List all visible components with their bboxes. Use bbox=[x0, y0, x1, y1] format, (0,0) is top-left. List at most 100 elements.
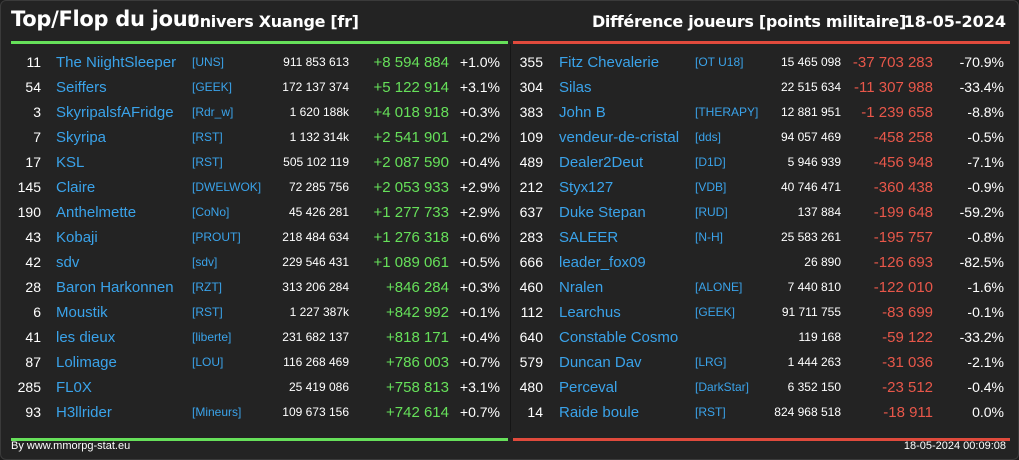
player-name-link[interactable]: Constable Cosmo bbox=[559, 329, 679, 346]
player-name-link[interactable]: KSL bbox=[56, 154, 85, 171]
points-difference: -458 258 bbox=[873, 129, 933, 146]
alliance-tag-link[interactable]: [RZT] bbox=[192, 280, 222, 294]
points-difference: +846 284 bbox=[386, 279, 449, 296]
percent-change: +0.6% bbox=[459, 229, 500, 245]
points-difference: -18 911 bbox=[883, 404, 933, 421]
alliance-tag-link[interactable]: [liberte] bbox=[192, 330, 232, 344]
percent-change: -82.5% bbox=[959, 254, 1004, 270]
percent-change: -33.2% bbox=[959, 329, 1004, 345]
points-difference: +5 122 914 bbox=[373, 79, 450, 96]
player-name-link[interactable]: H3llrider bbox=[56, 404, 112, 421]
alliance-tag-link[interactable]: [CoNo] bbox=[192, 205, 230, 219]
player-points: 313 206 284 bbox=[282, 280, 349, 294]
player-name-link[interactable]: Seiffers bbox=[56, 79, 107, 96]
player-name-link[interactable]: Duncan Dav bbox=[559, 354, 642, 371]
alliance-tag-link[interactable]: [PROUT] bbox=[192, 230, 241, 244]
alliance-tag-link[interactable]: [Mineurs] bbox=[192, 405, 242, 419]
player-name-link[interactable]: vendeur-de-cristal bbox=[559, 129, 680, 146]
player-name-link[interactable]: Learchus bbox=[559, 304, 621, 321]
alliance-tag-link[interactable]: [UNS] bbox=[192, 55, 225, 69]
player-points: 1 444 263 bbox=[787, 355, 841, 369]
player-name-link[interactable]: Claire bbox=[56, 179, 96, 196]
points-difference: -31 036 bbox=[882, 354, 933, 371]
alliance-tag-link[interactable]: [Rdr_w] bbox=[192, 105, 234, 119]
player-rank: 640 bbox=[519, 329, 543, 345]
player-rank: 87 bbox=[25, 354, 41, 370]
player-points: 25 583 261 bbox=[780, 230, 841, 244]
player-name-link[interactable]: Silas bbox=[559, 79, 592, 96]
player-rank: 285 bbox=[17, 379, 41, 395]
player-name-link[interactable]: sdv bbox=[56, 254, 80, 271]
player-name-link[interactable]: Anthelmette bbox=[56, 204, 137, 221]
player-name-link[interactable]: Duke Stepan bbox=[559, 204, 646, 221]
player-rank: 637 bbox=[519, 204, 543, 220]
alliance-tag-link[interactable]: [GEEK] bbox=[192, 80, 233, 94]
alliance-tag-link[interactable]: [RST] bbox=[192, 305, 223, 319]
player-row: 637 Duke Stepan [RUD] 137 884 -199 648 -59.2% bbox=[513, 200, 1010, 225]
player-name-link[interactable]: SkyripalsfAFridge bbox=[56, 104, 174, 121]
player-name-link[interactable]: Fitz Chevalerie bbox=[559, 54, 660, 71]
player-name-link[interactable]: Kobaji bbox=[56, 229, 98, 246]
player-row: 480 Perceval [DarkStar] 6 352 150 -23 512 -0.… bbox=[513, 375, 1010, 400]
alliance-tag-link[interactable]: [VDB] bbox=[695, 180, 727, 194]
alliance-tag-link[interactable]: [RST] bbox=[192, 130, 223, 144]
player-name-link[interactable]: Perceval bbox=[559, 379, 618, 396]
points-difference: +1 276 318 bbox=[373, 229, 450, 246]
player-rank: 666 bbox=[519, 254, 543, 270]
player-row: 285 FL0X 25 419 086 +758 813 +3.1% bbox=[11, 375, 508, 400]
player-name-link[interactable]: The NiightSleeper bbox=[56, 54, 177, 71]
alliance-tag-link[interactable]: [sdv] bbox=[192, 255, 218, 269]
alliance-tag-link[interactable]: [dds] bbox=[695, 130, 722, 144]
player-row: 6 Moustik [RST] 1 227 387k +842 992 +0.1% bbox=[11, 300, 508, 325]
alliance-tag-link[interactable]: [DWELWOK] bbox=[192, 180, 262, 194]
player-points: 109 673 156 bbox=[282, 405, 349, 419]
player-name-link[interactable]: SALEER bbox=[559, 229, 619, 246]
alliance-tag-link[interactable]: [DarkStar] bbox=[695, 380, 750, 394]
percent-change: +2.9% bbox=[459, 179, 500, 195]
player-name-link[interactable]: Moustik bbox=[56, 304, 108, 321]
percent-change: +0.3% bbox=[459, 104, 500, 120]
player-row: 145 Claire [DWELWOK] 72 285 756 +2 053 933 +2… bbox=[11, 175, 508, 200]
player-name-link[interactable]: les dieux bbox=[56, 329, 116, 346]
alliance-tag-link[interactable]: [RUD] bbox=[695, 205, 728, 219]
alliance-tag-link[interactable]: [LRG] bbox=[695, 355, 727, 369]
alliance-tag-link[interactable]: [LOU] bbox=[192, 355, 224, 369]
percent-change: -1.6% bbox=[967, 279, 1004, 295]
percent-change: -59.2% bbox=[959, 204, 1004, 220]
player-name-link[interactable]: Baron Harkonnen bbox=[56, 279, 174, 296]
percent-change: -33.4% bbox=[959, 79, 1004, 95]
player-name-link[interactable]: Dealer2Deut bbox=[559, 154, 644, 171]
player-row: 87 Lolimage [LOU] 116 268 469 +786 003 +0.7% bbox=[11, 350, 508, 375]
percent-change: +0.5% bbox=[459, 254, 500, 270]
player-name-link[interactable]: Raide boule bbox=[559, 404, 640, 421]
player-name-link[interactable]: FL0X bbox=[56, 379, 92, 396]
player-rank: 145 bbox=[17, 179, 41, 195]
player-name-link[interactable]: Styx127 bbox=[559, 179, 614, 196]
player-row: 304 Silas 22 515 634 -11 307 988 -33.4% bbox=[513, 75, 1010, 100]
points-difference: +8 594 884 bbox=[373, 54, 450, 71]
player-points: 137 884 bbox=[797, 205, 841, 219]
player-row: 3 SkyripalsfAFridge [Rdr_w] 1 620 188k +4 01… bbox=[11, 100, 508, 125]
player-name-link[interactable]: Nralen bbox=[559, 279, 604, 296]
alliance-tag-link[interactable]: [OT U18] bbox=[695, 55, 744, 69]
player-name-link[interactable]: John B bbox=[559, 104, 606, 121]
top-players-table: 11 The NiightSleeper [UNS] 911 853 613 +8 59… bbox=[11, 41, 508, 441]
alliance-tag-link[interactable]: [D1D] bbox=[695, 155, 726, 169]
player-points: 1 227 387k bbox=[289, 305, 349, 319]
player-name-link[interactable]: Skyripa bbox=[56, 129, 107, 146]
points-difference: +2 053 933 bbox=[373, 179, 450, 196]
player-row: 640 Constable Cosmo 119 168 -59 122 -33.2% bbox=[513, 325, 1010, 350]
player-name-link[interactable]: Lolimage bbox=[56, 354, 117, 371]
player-points: 116 268 469 bbox=[283, 355, 349, 369]
alliance-tag-link[interactable]: [ALONE] bbox=[695, 280, 743, 294]
alliance-tag-link[interactable]: [GEEK] bbox=[695, 305, 736, 319]
alliance-tag-link[interactable]: [THERAPY] bbox=[695, 105, 759, 119]
alliance-tag-link[interactable]: [RST] bbox=[192, 155, 223, 169]
points-difference: +2 541 901 bbox=[373, 129, 450, 146]
player-name-link[interactable]: leader_fox09 bbox=[559, 254, 646, 271]
alliance-tag-link[interactable]: [RST] bbox=[695, 405, 726, 419]
player-rank: 383 bbox=[519, 104, 543, 120]
percent-change: -70.9% bbox=[959, 54, 1004, 70]
alliance-tag-link[interactable]: [N-H] bbox=[695, 230, 723, 244]
